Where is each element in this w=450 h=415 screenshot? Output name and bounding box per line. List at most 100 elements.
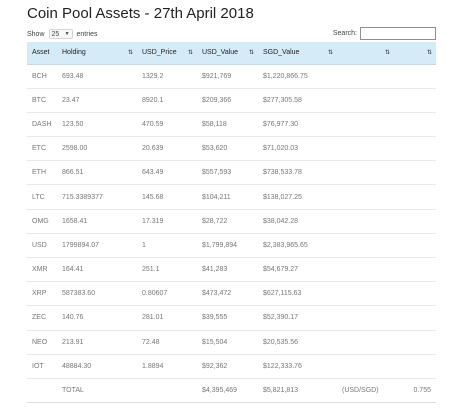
cell-usd-value: $41,283 [197,257,258,283]
cell-usd-price: 72.48 [137,330,197,355]
table-row: BCH 693.48 1329.2 $921,769 $1,220,866.75 [27,64,436,89]
cell-usd-value: $921,769 [197,64,258,89]
cell-holding: 587383.60 [57,281,137,307]
cell-extra-2 [394,160,436,186]
search-input[interactable] [360,27,436,40]
cell-extra-2 [394,257,436,283]
page-length-control: Show 25 ▼ entries [27,29,98,39]
cell-holding: 164.41 [57,257,137,283]
cell-sgd-value: $38,042.28 [258,209,337,234]
search-control: Search: [333,27,436,40]
column-header-label: Holding [62,49,86,57]
cell-extra-1 [337,281,394,307]
column-header-sgd-value[interactable]: SGD_Value ⇅ [258,42,337,65]
cell-sgd-value: $122,333.76 [258,354,337,379]
table-row: BTC 23.47 8920.1 $209,366 $277,305.58 [27,88,436,113]
table-row: USD 1799894.07 1 $1,799,894 $2,383,965.65 [27,233,436,259]
cell-holding: 1658.41 [57,209,137,234]
cell-extra-2 [394,233,436,259]
cell-usd-price: 17.319 [137,209,197,234]
column-header-asset[interactable]: Asset [27,42,57,65]
cell-extra-2 [394,305,436,331]
table-row: ZEC 140.76 281.01 $39,555 $52,390.17 [27,305,436,331]
cell-usd-price: 281.01 [137,305,197,331]
cell-usd-value: $28,722 [197,209,258,234]
cell-asset: ZEC [27,305,57,331]
table-row: LTC 715.3389377 145.68 $104,211 $138,027.25 [27,184,436,210]
cell-extra-2 [394,281,436,307]
cell-usd-price: 470.59 [137,112,197,138]
column-header-extra-2[interactable]: ⇅ [394,42,436,65]
cell-holding: 1799894.07 [57,233,137,259]
cell-asset: IOT [27,354,57,379]
column-header-label: Asset [32,49,50,57]
cell-sgd-value: $138,027.25 [258,184,337,210]
cell-holding: 2598.00 [57,136,137,162]
cell-holding: 48884.30 [57,354,137,379]
cell-usd-value: $53,620 [197,136,258,162]
cell-extra-1 [337,136,394,162]
cell-asset: USD [27,233,57,259]
cell-extra-1 [337,354,394,379]
cell-extra-1 [337,184,394,210]
table-header-row: Asset Holding ⇅ USD_Price ⇅ USD_Value ⇅ SGD_Val… [27,42,436,65]
cell-holding: 213.91 [57,330,137,355]
table-row: XRP 587383.60 0.80607 $473,472 $627,115.63 [27,281,436,307]
cell-sgd-value: $52,390.17 [258,305,337,331]
table-row: DASH 123.50 470.59 $58,118 $76,977.30 [27,112,436,138]
entries-label: entries [76,30,98,38]
cell-extra-2 [394,136,436,162]
cell-extra-1 [337,209,394,234]
cell-holding: 23.47 [57,88,137,113]
cell-usd-price: 1 [137,233,197,259]
cell-usd-value: $104,211 [197,184,258,210]
sort-icon: ⇅ [426,50,432,56]
cell-holding: 123.50 [57,112,137,138]
cell-asset: BCH [27,64,57,89]
cell-asset: BTC [27,88,57,113]
sort-icon: ⇅ [127,50,133,56]
assets-table: Asset Holding ⇅ USD_Price ⇅ USD_Value ⇅ SGD_Val… [27,42,436,404]
cell-usd-value: $1,799,894 [197,233,258,259]
cell-extra-2 [394,184,436,210]
total-cell-sgd-value: $5,821,813 [258,378,337,404]
cell-usd-price: 643.49 [137,160,197,186]
column-header-label: SGD_Value [263,49,300,57]
sort-icon: ⇅ [248,50,254,56]
cell-asset: OMG [27,209,57,234]
cell-extra-1 [337,233,394,259]
column-header-usd-value[interactable]: USD_Value ⇅ [197,42,258,65]
table-row: ETH 866.51 643.49 $557,593 $738,533.78 [27,160,436,186]
table-row: IOT 48884.30 1.8894 $92,362 $122,333.76 [27,354,436,379]
table-row: OMG 1658.41 17.319 $28,722 $38,042.28 [27,209,436,234]
cell-holding: 693.48 [57,64,137,89]
cell-extra-1 [337,257,394,283]
table-row: XMR 164.41 251.1 $41,283 $54,679.27 [27,257,436,283]
cell-usd-price: 1329.2 [137,64,197,89]
cell-extra-2 [394,112,436,138]
total-cell-asset [27,378,57,404]
cell-sgd-value: $20,535.56 [258,330,337,355]
cell-asset: DASH [27,112,57,138]
column-header-label: USD_Price [142,49,177,57]
table-row: ETC 2598.00 20.639 $53,620 $71,020.03 [27,136,436,162]
cell-asset: ETH [27,160,57,186]
cell-usd-value: $92,362 [197,354,258,379]
sort-icon: ⇅ [327,50,333,56]
page-length-select[interactable]: 25 ▼ [48,29,73,39]
cell-extra-1 [337,112,394,138]
cell-extra-2 [394,330,436,355]
column-header-extra-1[interactable]: ⇅ [337,42,394,65]
page-length-value: 25 [51,30,60,38]
total-cell-holding: TOTAL [57,378,137,404]
cell-holding: 866.51 [57,160,137,186]
total-cell-extra-2: 0.755 [394,378,436,404]
cell-extra-1 [337,305,394,331]
total-cell-extra-1: (USD/SGD) [337,378,394,404]
cell-sgd-value: $738,533.78 [258,160,337,186]
column-header-holding[interactable]: Holding ⇅ [57,42,137,65]
column-header-usd-price[interactable]: USD_Price ⇅ [137,42,197,65]
cell-extra-2 [394,88,436,113]
cell-sgd-value: $54,679.27 [258,257,337,283]
cell-asset: NEO [27,330,57,355]
